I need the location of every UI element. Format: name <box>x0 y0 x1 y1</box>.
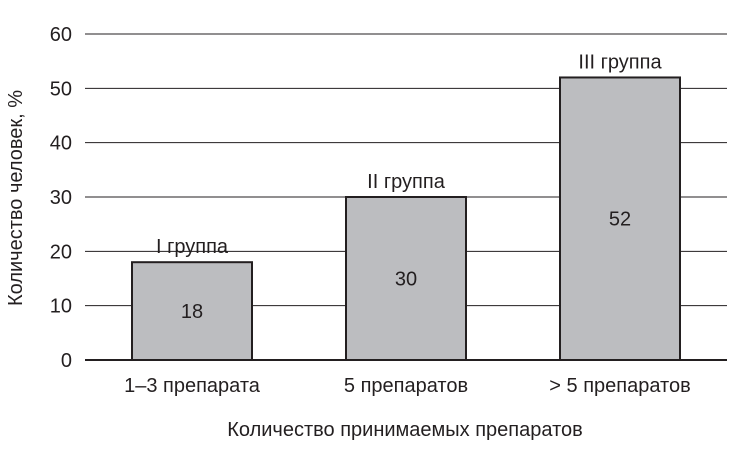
y-tick-label: 40 <box>50 133 72 155</box>
bar-labels: 18 I группа 30 II группа 52 III группа <box>156 51 663 323</box>
y-axis-title: Количество человек, % <box>5 90 27 306</box>
x-axis-title: Количество принимаемых препаратов <box>227 419 583 441</box>
y-axis-ticks: 0 10 20 30 40 50 60 <box>50 24 72 372</box>
x-category-label: 1–3 препарата <box>124 375 261 397</box>
bar <box>131 261 253 362</box>
bar-group-label: III группа <box>578 51 662 73</box>
bar-group-label: I группа <box>156 236 229 258</box>
y-tick-label: 10 <box>50 296 72 318</box>
x-axis-categories: 1–3 препарата 5 препаратов > 5 препаратов <box>124 375 691 397</box>
bar <box>345 196 467 361</box>
y-tick-label: 20 <box>50 241 72 263</box>
bars <box>131 76 681 362</box>
x-category-label: 5 препаратов <box>344 375 468 397</box>
bar-value-label: 30 <box>395 269 417 291</box>
y-tick-label: 60 <box>50 24 72 46</box>
bar-group-label: II группа <box>367 171 446 193</box>
x-category-label: > 5 препаратов <box>549 375 690 397</box>
bar <box>559 76 681 361</box>
bar-value-label: 52 <box>609 209 631 231</box>
y-tick-label: 50 <box>50 78 72 100</box>
y-tick-label: 30 <box>50 187 72 209</box>
bar-value-label: 18 <box>181 301 203 323</box>
y-tick-label: 0 <box>61 350 72 372</box>
